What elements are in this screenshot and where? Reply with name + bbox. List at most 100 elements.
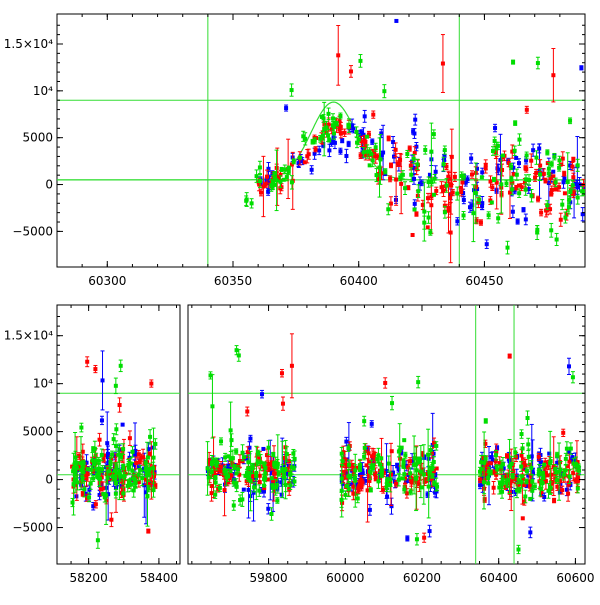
- marker: [226, 464, 230, 468]
- data-point: [513, 146, 517, 155]
- data-point: [441, 35, 445, 93]
- marker: [415, 162, 419, 166]
- y-tick-label: 10⁴: [33, 84, 53, 98]
- marker: [505, 454, 509, 458]
- marker: [383, 169, 387, 173]
- marker: [305, 154, 309, 158]
- marker: [290, 364, 294, 368]
- data-point: [428, 525, 432, 537]
- marker: [563, 191, 567, 195]
- marker: [333, 141, 337, 145]
- marker: [571, 175, 575, 179]
- marker: [493, 126, 497, 130]
- marker: [314, 147, 318, 151]
- marker: [469, 157, 473, 161]
- marker: [516, 220, 520, 224]
- marker: [537, 147, 541, 151]
- data-point: [511, 60, 515, 64]
- marker: [110, 453, 114, 457]
- marker: [266, 190, 270, 194]
- data-point: [562, 171, 566, 176]
- marker: [529, 159, 533, 163]
- marker: [511, 60, 515, 64]
- marker: [462, 175, 466, 179]
- data-point: [261, 447, 265, 451]
- marker: [313, 152, 317, 156]
- marker: [303, 160, 307, 164]
- marker: [406, 465, 410, 469]
- marker: [491, 149, 495, 153]
- marker: [347, 142, 351, 146]
- marker: [442, 162, 446, 166]
- marker: [508, 354, 512, 358]
- marker: [280, 167, 284, 171]
- data-point: [508, 354, 512, 358]
- x-tick-label: 60400: [340, 274, 378, 288]
- marker: [245, 409, 249, 413]
- marker: [290, 180, 294, 184]
- marker: [455, 192, 459, 196]
- data-point: [280, 493, 284, 497]
- marker: [525, 153, 529, 157]
- marker: [462, 198, 466, 202]
- marker: [432, 193, 436, 197]
- data-point: [432, 130, 436, 138]
- marker: [567, 460, 571, 464]
- data-point: [513, 121, 517, 126]
- marker: [383, 381, 387, 385]
- data-point: [363, 110, 367, 122]
- marker: [414, 212, 418, 216]
- data-point: [489, 461, 493, 465]
- data-point: [545, 473, 549, 477]
- data-point: [358, 55, 362, 68]
- data-point: [389, 498, 393, 514]
- marker: [474, 191, 478, 195]
- marker: [388, 177, 392, 181]
- data-point: [470, 171, 474, 179]
- marker: [504, 181, 508, 185]
- data-point: [545, 150, 549, 155]
- marker: [327, 112, 331, 116]
- marker: [210, 491, 214, 495]
- marker: [223, 488, 227, 492]
- marker: [332, 131, 336, 135]
- data-point: [368, 505, 372, 516]
- marker: [446, 175, 450, 179]
- data-point: [128, 431, 132, 446]
- data-point: [555, 233, 559, 245]
- marker: [363, 114, 367, 118]
- marker: [258, 165, 262, 169]
- marker: [414, 477, 418, 481]
- marker: [338, 114, 342, 118]
- marker: [521, 516, 525, 520]
- marker: [409, 173, 413, 177]
- marker: [301, 134, 305, 138]
- data-point: [394, 154, 398, 206]
- marker: [571, 157, 575, 161]
- data-point: [549, 192, 553, 197]
- marker: [422, 536, 426, 540]
- data-point: [389, 163, 393, 168]
- data-point: [567, 358, 571, 374]
- marker: [428, 230, 432, 234]
- data-point: [422, 182, 426, 241]
- data-point: [528, 527, 532, 538]
- marker: [557, 166, 561, 170]
- data-point: [414, 212, 418, 216]
- data-point: [524, 214, 528, 225]
- marker: [344, 440, 348, 444]
- marker: [290, 88, 294, 92]
- marker: [517, 191, 521, 195]
- data-point: [525, 152, 529, 159]
- marker: [440, 185, 444, 189]
- marker: [549, 192, 553, 196]
- marker: [509, 165, 513, 169]
- marker: [390, 449, 394, 453]
- data-point: [284, 105, 288, 111]
- data-point: [521, 516, 525, 520]
- marker: [449, 183, 453, 187]
- marker: [336, 53, 340, 57]
- marker: [576, 163, 580, 167]
- marker: [378, 157, 382, 161]
- data-point: [314, 147, 318, 152]
